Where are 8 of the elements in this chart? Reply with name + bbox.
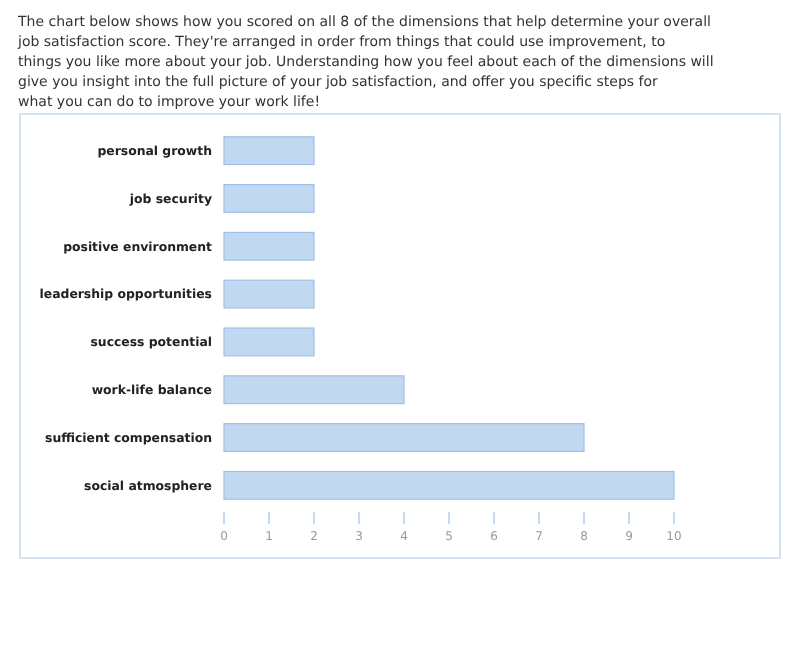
- bar: [223, 184, 315, 213]
- bar: [223, 327, 315, 357]
- bar: [223, 136, 315, 166]
- bar: [223, 470, 675, 500]
- bar: [223, 423, 585, 452]
- bar: [223, 375, 405, 405]
- bar: [223, 231, 315, 261]
- bar: [223, 279, 315, 309]
